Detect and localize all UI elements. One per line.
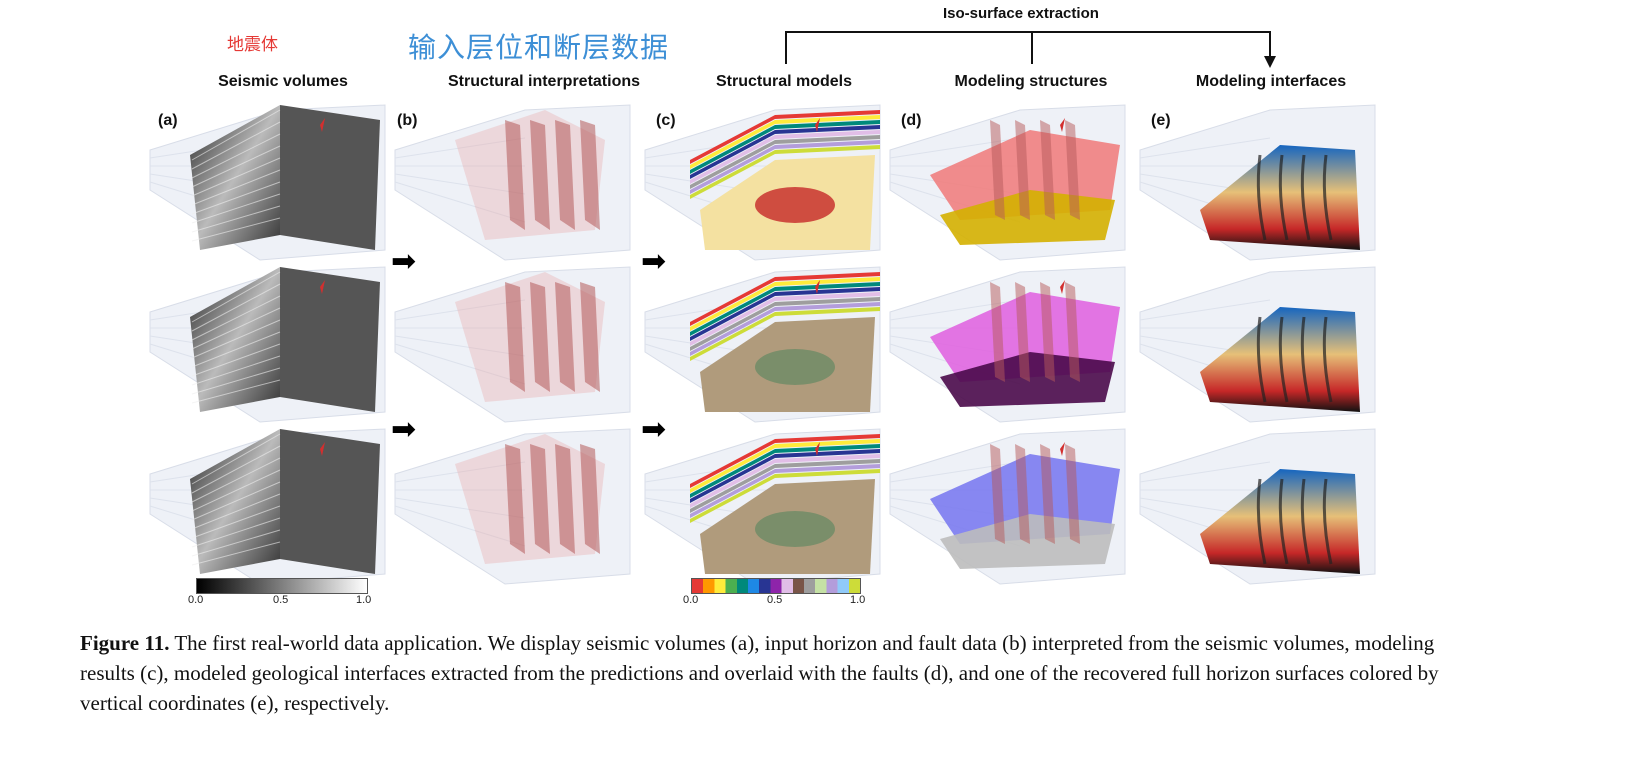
panel-plot — [644, 104, 881, 261]
panel-plot — [644, 266, 881, 423]
figure-label: Figure 11. — [80, 631, 170, 655]
panel-letter-a: (a) — [158, 112, 178, 129]
column-title-a: Seismic volumes — [218, 73, 348, 90]
arrow-right-icon: ➡ — [641, 413, 667, 446]
colorbar-tick: 0.5 — [767, 594, 783, 606]
panel-plot — [889, 428, 1126, 585]
colorbar-tick: 0.0 — [188, 594, 204, 606]
panel-plot — [394, 266, 631, 423]
panel-plot — [149, 266, 386, 423]
blue-annotation-label: 输入层位和断层数据 — [408, 32, 670, 63]
panel-plot — [149, 428, 386, 585]
panel-plot — [889, 104, 1126, 261]
panel-plot — [644, 428, 881, 585]
rainbow-colorbar — [691, 578, 861, 594]
column-title-d: Modeling structures — [954, 73, 1108, 90]
grayscale-colorbar — [196, 578, 368, 594]
panel-plot — [394, 428, 631, 585]
panel-letter-d: (d) — [901, 112, 922, 129]
arrow-right-icon: ➡ — [391, 245, 417, 278]
panel-plot — [1139, 428, 1376, 585]
arrow-right-icon: ➡ — [391, 413, 417, 446]
colorbar-tick: 0.0 — [683, 594, 699, 606]
panel-letter-e: (e) — [1151, 112, 1171, 129]
column-title-b: Structural interpretations — [447, 73, 641, 90]
colorbar-tick: 1.0 — [356, 594, 372, 606]
caption-body: The first real-world data application. W… — [80, 631, 1439, 715]
panel-plot — [1139, 104, 1376, 261]
colorbar-tick: 1.0 — [850, 594, 866, 606]
panel-letter-c: (c) — [656, 112, 676, 129]
column-title-c: Structural models — [715, 73, 853, 90]
panel-plot — [1139, 266, 1376, 423]
panel-plot — [394, 104, 631, 261]
iso-surface-title: Iso-surface extraction — [943, 5, 1099, 22]
panel-plot — [149, 104, 386, 261]
panel-letter-b: (b) — [397, 112, 418, 129]
panel-plot — [889, 266, 1126, 423]
colorbar-tick: 0.5 — [273, 594, 289, 606]
arrow-right-icon: ➡ — [641, 245, 667, 278]
red-annotation-label: 地震体 — [227, 35, 278, 54]
iso-surface-bracket — [785, 31, 1276, 68]
figure-caption: Figure 11. The first real-world data app… — [80, 628, 1460, 718]
column-title-e: Modeling interfaces — [1195, 73, 1347, 90]
